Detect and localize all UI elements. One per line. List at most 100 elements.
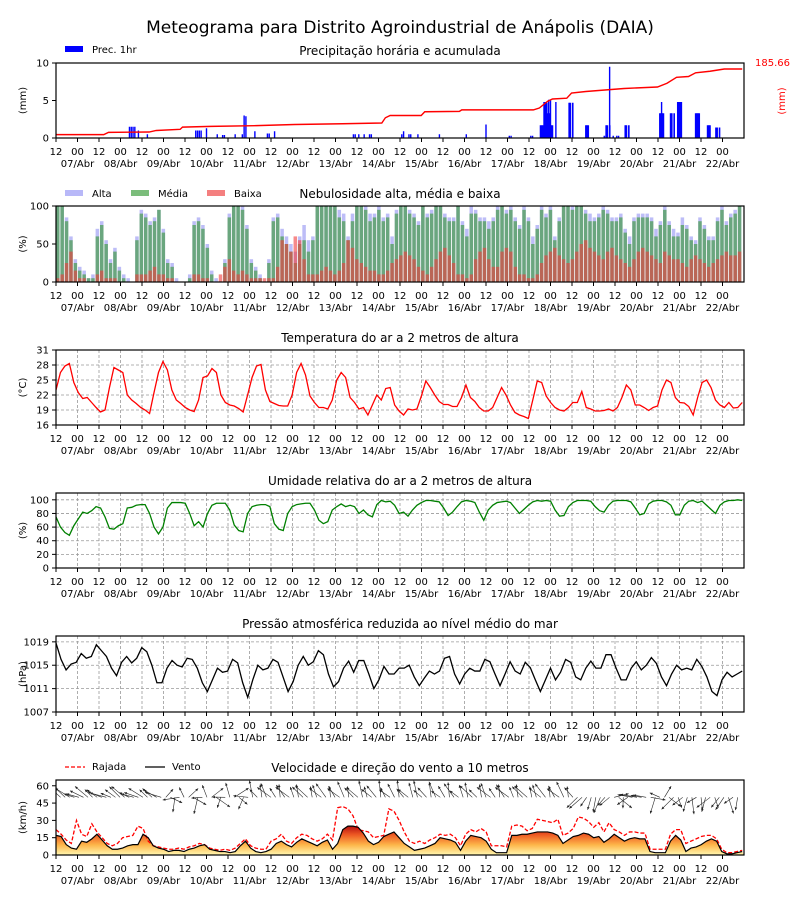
cloud-bar-alta	[126, 278, 130, 282]
x-tick-hour-label: 00	[458, 721, 471, 732]
cloud-bar-media	[95, 236, 100, 282]
cloud-bar-baixa	[539, 263, 544, 282]
precip-bar	[716, 127, 718, 138]
wind-direction-arrowhead	[212, 795, 216, 799]
wind-direction-arrowhead	[529, 788, 532, 791]
cloud-bar-baixa	[491, 266, 495, 282]
wind-direction-arrowhead	[379, 789, 383, 793]
cloud-bar-baixa	[359, 263, 364, 282]
x-tick-hour-label: 12	[566, 721, 579, 732]
x-tick-date-label: 10/Abr	[190, 876, 224, 887]
wind-direction-arrowhead	[51, 789, 54, 792]
precip-bar	[200, 130, 202, 138]
x-tick-hour-label: 00	[286, 434, 299, 445]
panel-pressure: Pressão atmosférica reduzida ao nível mé…	[18, 617, 745, 744]
x-tick-date-label: 14/Abr	[362, 589, 396, 600]
cloud-bar-media	[77, 270, 82, 282]
panel-title: Temperatura do ar a 2 metros de altura	[280, 331, 519, 345]
x-tick-date-label: 10/Abr	[190, 589, 224, 600]
wind-direction-arrowhead	[216, 804, 220, 808]
x-tick-hour-label: 12	[566, 147, 579, 158]
cloud-bar-media	[491, 221, 495, 282]
y-axis-label: (hPa)	[18, 661, 29, 687]
x-tick-date-label: 09/Abr	[147, 733, 181, 744]
cloud-bar-media	[465, 236, 469, 282]
x-tick-hour-label: 12	[222, 577, 235, 588]
x-tick-hour-label: 00	[673, 291, 686, 302]
x-tick-hour-label: 12	[179, 434, 192, 445]
cloud-bar-baixa	[570, 259, 575, 282]
cloud-bar-media	[328, 206, 333, 282]
wind-direction-arrowhead	[408, 782, 411, 786]
cloud-bar-baixa	[407, 255, 412, 282]
gust-line	[56, 805, 743, 854]
wind-direction-arrowhead	[672, 802, 676, 806]
cloud-bar-baixa	[403, 251, 408, 282]
x-tick-hour-label: 00	[200, 864, 213, 875]
x-tick-hour-label: 00	[329, 434, 342, 445]
wind-direction-arrowhead	[620, 793, 624, 797]
x-tick-date-label: 09/Abr	[147, 589, 181, 600]
cloud-bar-media	[236, 206, 240, 282]
wind-direction-arrowhead	[597, 802, 601, 806]
panel-clouds: Alta Média Baixa Nebulosidade alta, média e…	[18, 187, 745, 314]
x-tick-date-label: 18/Abr	[534, 733, 568, 744]
cloud-bar-media	[561, 206, 566, 282]
x-tick-hour-label: 00	[716, 721, 729, 732]
cloud-bar-media	[135, 240, 139, 282]
precip-bar	[678, 102, 680, 138]
cloud-bar-alta	[214, 278, 218, 282]
x-tick-date-label: 12/Abr	[276, 159, 310, 170]
wind-direction-arrowhead	[337, 781, 340, 785]
cloud-bar-baixa	[641, 247, 645, 282]
x-tick-date-label: 13/Abr	[319, 159, 353, 170]
x-tick-hour-label: 12	[351, 291, 364, 302]
x-tick-date-label: 22/Abr	[706, 159, 740, 170]
cloud-bar-media	[720, 209, 724, 282]
y-axis-label: (%)	[18, 235, 29, 252]
x-tick-date-label: 11/Abr	[233, 876, 267, 887]
x-tick-hour-label: 12	[308, 434, 321, 445]
legend-swatch-prec	[65, 46, 83, 52]
precip-bar	[438, 134, 441, 138]
cloud-bar-baixa	[293, 236, 298, 282]
wind-direction-arrowhead	[548, 785, 551, 789]
x-tick-hour-label: 00	[630, 864, 643, 875]
x-tick-date-label: 16/Abr	[448, 446, 482, 457]
x-tick-hour-label: 12	[308, 291, 321, 302]
precip-bar	[543, 102, 545, 138]
wind-direction-arrowhead	[170, 789, 174, 793]
x-tick-hour-label: 12	[136, 291, 149, 302]
cloud-bar-media	[394, 213, 399, 282]
cloud-bar-media	[623, 232, 627, 282]
cloud-bar-baixa	[108, 278, 113, 282]
precip-bar	[660, 113, 662, 138]
cloud-bar-baixa	[355, 259, 359, 282]
x-tick-hour-label: 12	[136, 721, 149, 732]
wind-direction-arrow	[162, 797, 180, 801]
x-tick-date-label: 10/Abr	[190, 446, 224, 457]
wind-direction-arrowhead	[312, 784, 315, 788]
wind-direction-arrowhead	[417, 787, 421, 791]
cloud-bar-baixa	[654, 259, 658, 282]
cloud-bar-baixa	[249, 278, 254, 282]
cloud-bar-media	[645, 217, 649, 282]
wind-direction-arrowhead	[566, 804, 570, 808]
wind-direction-arrowhead	[649, 810, 653, 814]
cloud-bar-alta	[174, 278, 179, 282]
precip-bar	[352, 134, 355, 138]
x-tick-date-label: 20/Abr	[620, 876, 654, 887]
x-tick-date-label: 21/Abr	[663, 589, 697, 600]
cloud-bar-media	[231, 206, 236, 282]
cloud-bar-media	[557, 221, 561, 282]
x-tick-hour-label: 12	[308, 721, 321, 732]
precip-bar	[245, 116, 247, 138]
cloud-bar-baixa	[253, 278, 258, 282]
cloud-bar-baixa	[649, 255, 654, 282]
pressure-line	[56, 642, 743, 700]
cloud-bar-baixa	[526, 278, 531, 282]
wind-direction-arrowhead	[202, 785, 205, 789]
cloud-bar-media	[99, 225, 104, 282]
x-tick-hour-label: 00	[71, 147, 84, 158]
cloud-bar-media	[399, 206, 403, 282]
